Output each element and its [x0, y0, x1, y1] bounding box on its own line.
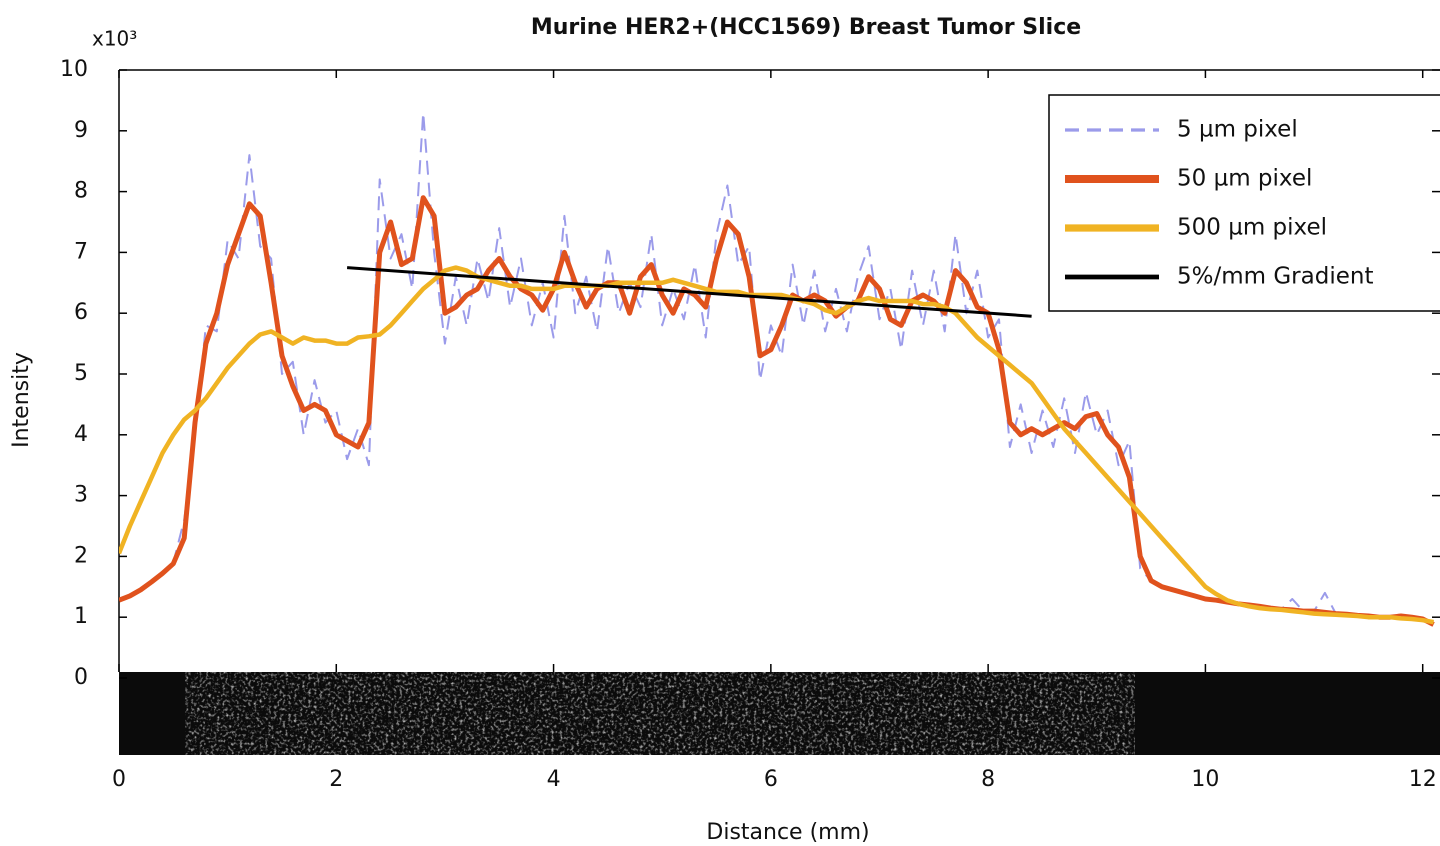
y-axis-label: Intensity — [9, 352, 34, 448]
y-multiplier: x10³ — [92, 27, 137, 51]
x-tick-label: 8 — [981, 767, 995, 792]
y-tick-label: 6 — [74, 300, 88, 325]
x-tick-label: 0 — [112, 767, 126, 792]
chart-title: Murine HER2+(HCC1569) Breast Tumor Slice — [531, 15, 1081, 40]
x-tick-label: 6 — [764, 767, 778, 792]
legend-label: 50 µm pixel — [1177, 166, 1312, 192]
plot-lines — [119, 111, 1435, 627]
series-line — [119, 195, 1435, 627]
x-tick-label: 10 — [1191, 767, 1219, 792]
y-tick-label: 3 — [74, 483, 88, 508]
y-tick-label: 8 — [74, 179, 88, 204]
legend-label: 5%/mm Gradient — [1177, 264, 1373, 290]
x-tick-label: 2 — [329, 767, 343, 792]
x-tick-label: 4 — [547, 767, 561, 792]
x-axis-label: Distance (mm) — [706, 820, 869, 845]
y-tick-label: 2 — [74, 543, 88, 568]
y-tick-label: 7 — [74, 239, 88, 264]
series-line — [346, 266, 1032, 318]
y-tick-label: 5 — [74, 361, 88, 386]
y-tick-label: 9 — [74, 118, 88, 143]
y-tick-label: 1 — [74, 604, 88, 629]
tissue-texture — [185, 672, 1135, 755]
legend: 5 µm pixel 50 µm pixel 500 µm pixel 5%/mm G… — [1048, 94, 1440, 312]
y-tick-label: 0 — [74, 665, 88, 690]
legend-label: 5 µm pixel — [1177, 117, 1298, 143]
series-line — [119, 265, 1434, 625]
x-tick-label: 12 — [1409, 767, 1437, 792]
y-tick-label: 10 — [60, 57, 88, 82]
y-tick-label: 4 — [74, 422, 88, 447]
legend-label: 500 µm pixel — [1177, 215, 1327, 241]
